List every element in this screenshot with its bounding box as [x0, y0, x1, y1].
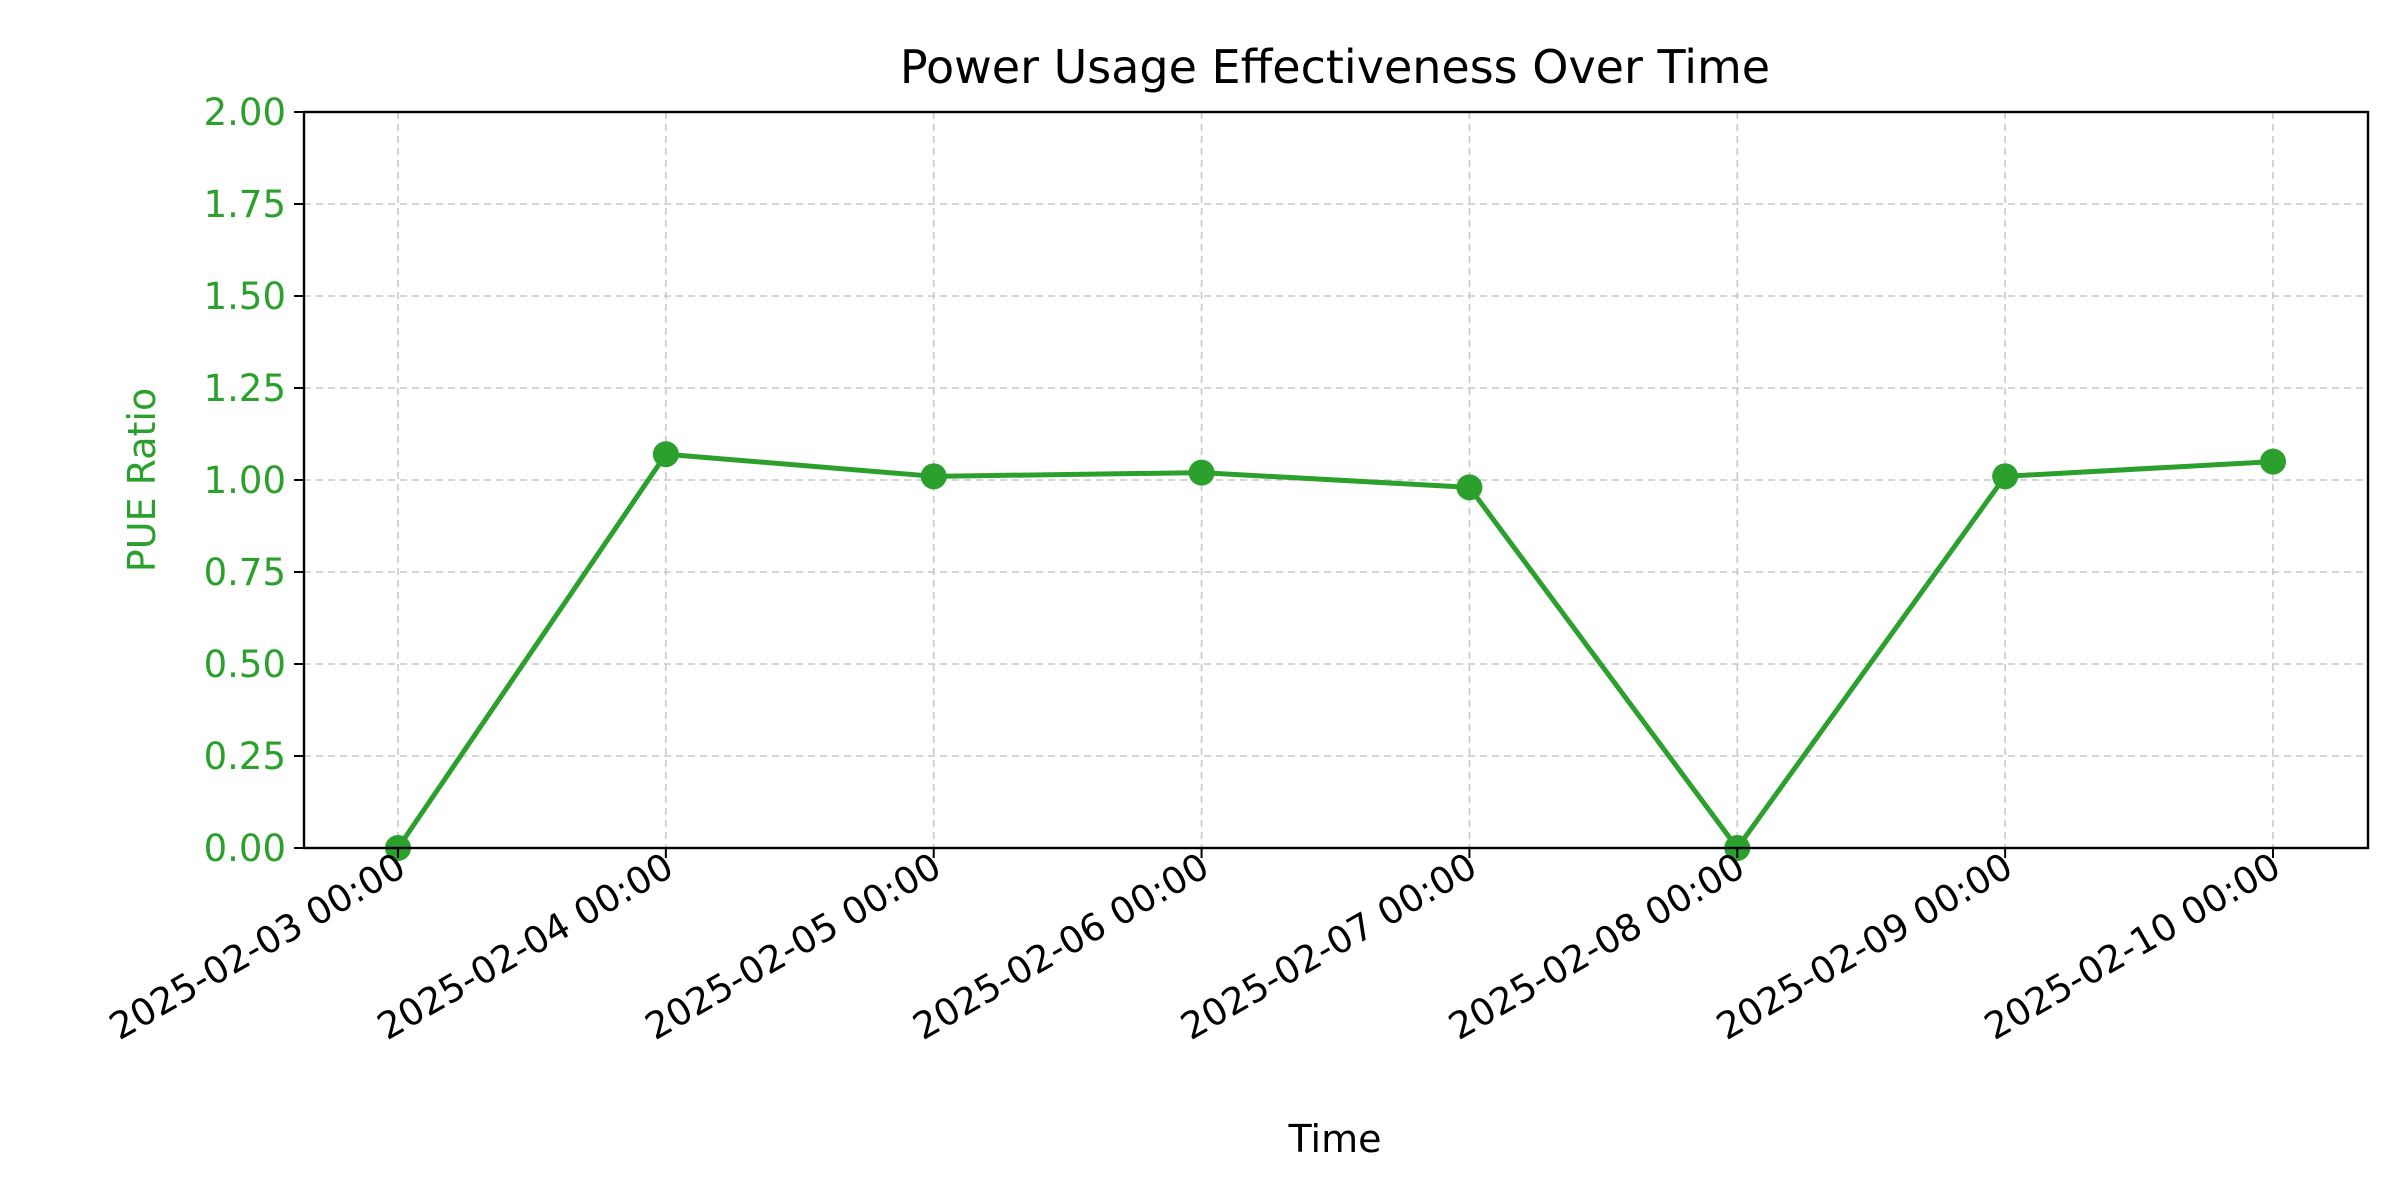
x-tick-label: 2025-02-04 00:00	[370, 845, 680, 1049]
y-tick-label: 1.00	[204, 459, 286, 502]
x-axis-label: Time	[1288, 1117, 1382, 1161]
y-axis-label: PUE Ratio	[120, 388, 164, 572]
x-tick-label: 2025-02-10 00:00	[1977, 845, 2287, 1049]
x-tick-label: 2025-02-08 00:00	[1442, 845, 1752, 1049]
chart-title: Power Usage Effectiveness Over Time	[900, 40, 1770, 94]
x-tick-label: 2025-02-06 00:00	[906, 845, 1216, 1049]
data-point	[1456, 474, 1483, 501]
data-point	[1992, 463, 2019, 490]
y-tick-label: 0.00	[204, 827, 286, 870]
y-axis: 0.00 0.25 0.50 0.75 1.00 1.25 1.50 1.75 2.00	[204, 91, 304, 870]
y-tick-label: 1.25	[204, 367, 286, 410]
y-tick-label: 0.50	[204, 643, 286, 686]
y-tick-label: 1.50	[204, 275, 286, 318]
series-line	[395, 451, 2274, 851]
x-tick-label: 2025-02-07 00:00	[1174, 845, 1484, 1049]
data-point	[2260, 448, 2286, 475]
data-point	[920, 463, 947, 490]
data-point	[1188, 459, 1215, 486]
data-point	[652, 441, 679, 468]
x-tick-label: 2025-02-05 00:00	[638, 845, 948, 1049]
x-tick-label: 2025-02-03 00:00	[102, 845, 412, 1049]
x-tick-label: 2025-02-09 00:00	[1709, 845, 2019, 1049]
y-tick-label: 0.75	[204, 551, 286, 594]
series-line-layer	[385, 441, 2286, 861]
y-tick-label: 0.25	[204, 735, 286, 778]
y-tick-label: 1.75	[204, 183, 286, 226]
y-tick-label: 2.00	[204, 91, 286, 134]
